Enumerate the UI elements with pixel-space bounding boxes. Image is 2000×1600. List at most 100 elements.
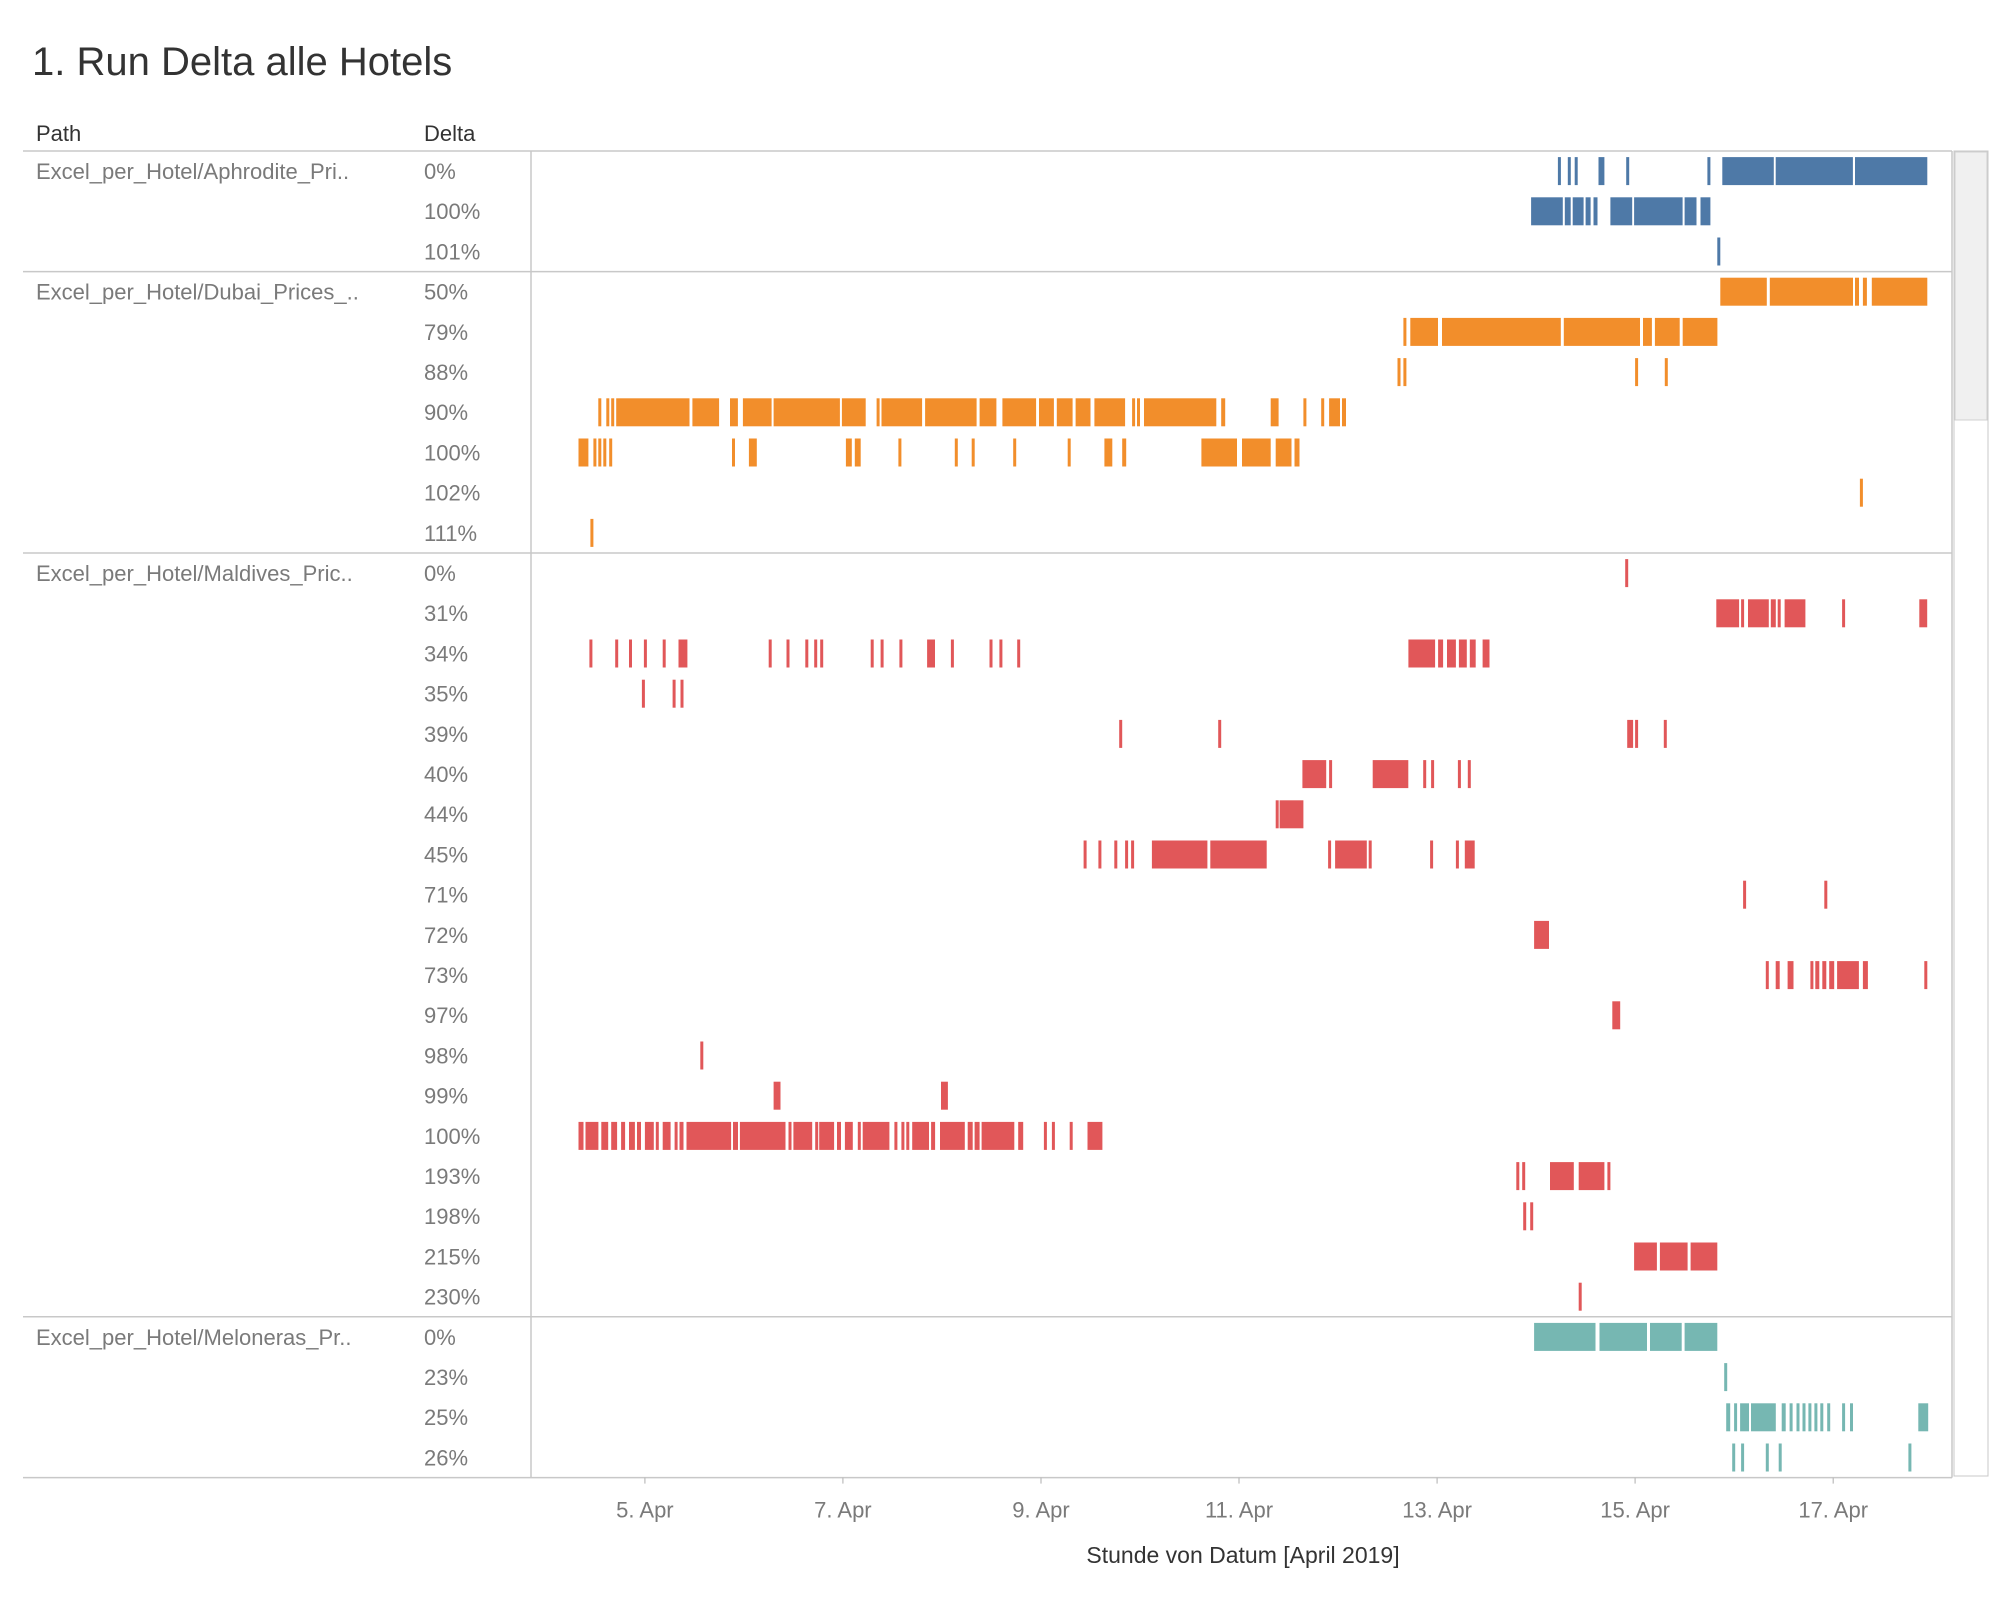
gantt-bar[interactable]	[603, 438, 607, 467]
gantt-bar[interactable]	[1770, 599, 1776, 628]
gantt-bar[interactable]	[1815, 961, 1820, 990]
gantt-bar[interactable]	[1748, 599, 1769, 628]
gantt-bar[interactable]	[615, 639, 619, 668]
gantt-bar[interactable]	[1627, 719, 1634, 748]
gantt-bar[interactable]	[678, 639, 688, 668]
gantt-bar[interactable]	[1741, 599, 1745, 628]
gantt-bar[interactable]	[1410, 317, 1438, 346]
gantt-bar[interactable]	[1329, 760, 1333, 789]
gantt-bar[interactable]	[1125, 840, 1129, 869]
gantt-bar[interactable]	[1724, 1363, 1728, 1392]
gantt-bar[interactable]	[773, 398, 840, 427]
gantt-bar[interactable]	[1740, 1403, 1749, 1432]
gantt-bar[interactable]	[1403, 317, 1407, 346]
gantt-bar[interactable]	[899, 639, 903, 668]
gantt-bar[interactable]	[1654, 317, 1680, 346]
gantt-bar[interactable]	[1741, 1443, 1745, 1472]
gantt-bar[interactable]	[1114, 840, 1118, 869]
gantt-bar[interactable]	[1775, 961, 1780, 990]
gantt-bar[interactable]	[1530, 1202, 1534, 1231]
gantt-bar[interactable]	[589, 639, 593, 668]
gantt-bar[interactable]	[593, 438, 597, 467]
gantt-bar[interactable]	[1751, 1403, 1776, 1432]
gantt-bar[interactable]	[1574, 157, 1578, 186]
gantt-bar[interactable]	[1403, 358, 1407, 387]
gantt-bar[interactable]	[1467, 760, 1471, 789]
gantt-bar[interactable]	[606, 398, 610, 427]
gantt-bar[interactable]	[1777, 599, 1781, 628]
gantt-bar[interactable]	[1522, 1162, 1526, 1191]
gantt-bar[interactable]	[1924, 961, 1928, 990]
gantt-bar[interactable]	[805, 639, 809, 668]
gantt-bar[interactable]	[1829, 961, 1835, 990]
gantt-bar[interactable]	[927, 639, 935, 668]
gantt-bar[interactable]	[748, 438, 757, 467]
gantt-bar[interactable]	[1423, 760, 1427, 789]
gantt-bar[interactable]	[1397, 358, 1401, 387]
gantt-bar[interactable]	[1069, 1121, 1073, 1150]
gantt-bar[interactable]	[662, 1121, 671, 1150]
gantt-bar[interactable]	[1599, 1322, 1648, 1351]
gantt-bar[interactable]	[1335, 840, 1367, 869]
gantt-bar[interactable]	[1275, 800, 1279, 829]
gantt-bar[interactable]	[931, 1121, 936, 1150]
gantt-bar[interactable]	[1918, 1403, 1929, 1432]
gantt-bar[interactable]	[1822, 961, 1827, 990]
gantt-bar[interactable]	[1534, 920, 1549, 949]
gantt-bar[interactable]	[585, 1121, 599, 1150]
gantt-bar[interactable]	[1862, 277, 1867, 306]
gantt-bar[interactable]	[1722, 157, 1774, 186]
gantt-bar[interactable]	[1002, 398, 1037, 427]
gantt-bar[interactable]	[1778, 1443, 1782, 1472]
gantt-bar[interactable]	[1820, 1403, 1824, 1432]
gantt-bar[interactable]	[644, 1121, 654, 1150]
gantt-bar[interactable]	[643, 639, 647, 668]
gantt-bar[interactable]	[999, 639, 1003, 668]
gantt-bar[interactable]	[1302, 760, 1327, 789]
gantt-bar[interactable]	[1279, 800, 1304, 829]
gantt-bar[interactable]	[1557, 157, 1561, 186]
gantt-bar[interactable]	[1067, 438, 1071, 467]
gantt-bar[interactable]	[773, 1081, 781, 1110]
gantt-bar[interactable]	[1626, 157, 1630, 186]
gantt-bar[interactable]	[1635, 719, 1639, 748]
gantt-bar[interactable]	[814, 639, 818, 668]
gantt-bar[interactable]	[679, 1121, 684, 1150]
gantt-bar[interactable]	[629, 639, 632, 668]
gantt-bar[interactable]	[1342, 398, 1346, 427]
gantt-bar[interactable]	[598, 398, 602, 427]
gantt-bar[interactable]	[1094, 398, 1126, 427]
gantt-bar[interactable]	[609, 438, 613, 467]
gantt-bar[interactable]	[1242, 438, 1271, 467]
gantt-bar[interactable]	[1013, 438, 1017, 467]
gantt-bar[interactable]	[578, 1121, 584, 1150]
gantt-bar[interactable]	[1534, 1322, 1596, 1351]
gantt-bar[interactable]	[611, 1121, 618, 1150]
gantt-bar[interactable]	[1810, 961, 1814, 990]
gantt-bar[interactable]	[819, 1121, 835, 1150]
gantt-bar[interactable]	[974, 1121, 980, 1150]
gantt-bar[interactable]	[1458, 639, 1467, 668]
gantt-bar[interactable]	[1842, 599, 1846, 628]
gantt-bar[interactable]	[1919, 599, 1928, 628]
gantt-bar[interactable]	[967, 1121, 973, 1150]
gantt-bar[interactable]	[1871, 277, 1928, 306]
gantt-bar[interactable]	[1550, 1162, 1574, 1191]
gantt-bar[interactable]	[1087, 1121, 1103, 1150]
gantt-bar[interactable]	[1523, 1202, 1527, 1231]
vertical-scrollbar-thumb[interactable]	[1954, 151, 1988, 421]
gantt-bar[interactable]	[1578, 1282, 1582, 1311]
gantt-bar[interactable]	[1842, 1403, 1846, 1432]
gantt-bar[interactable]	[1131, 840, 1135, 869]
gantt-bar[interactable]	[730, 398, 738, 427]
gantt-bar[interactable]	[1787, 961, 1794, 990]
gantt-bar[interactable]	[1862, 961, 1868, 990]
gantt-bar[interactable]	[1781, 1403, 1786, 1432]
gantt-bar[interactable]	[1908, 1443, 1912, 1472]
gantt-bar[interactable]	[880, 639, 884, 668]
gantt-bar[interactable]	[1516, 1162, 1520, 1191]
gantt-bar[interactable]	[616, 398, 690, 427]
gantt-bar[interactable]	[1098, 840, 1102, 869]
gantt-bar[interactable]	[611, 398, 615, 427]
gantt-bar[interactable]	[733, 1121, 738, 1150]
